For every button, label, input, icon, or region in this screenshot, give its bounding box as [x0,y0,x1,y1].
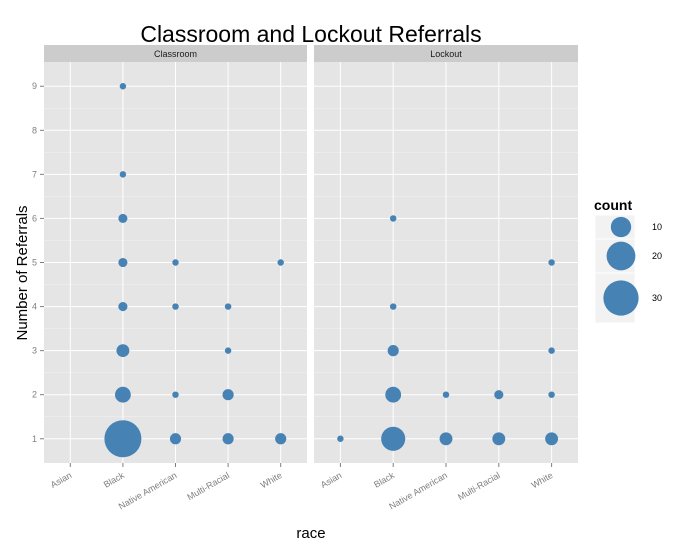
data-point [118,213,128,223]
data-point [118,257,128,268]
x-tick-label: White [259,470,284,490]
legend-title: count [594,197,632,213]
data-point [119,83,127,90]
legend-label: 10 [652,222,662,232]
data-point [492,432,506,446]
data-point [389,303,397,310]
x-tick-label: Black [372,470,396,490]
data-point [116,344,130,358]
x-tick-label: Native American [387,470,449,511]
data-point [224,347,232,354]
chart-title: Classroom and Lockout Referrals [140,21,481,47]
data-point [172,391,179,398]
data-point [222,389,234,401]
facet-strip-label: Classroom [154,49,197,59]
data-point [118,302,128,312]
y-tick-label: 4 [32,302,37,312]
data-point [545,432,559,446]
y-tick-label: 8 [32,125,37,135]
data-point [222,433,234,445]
y-tick-label: 7 [32,169,37,179]
data-point [172,303,179,310]
data-point [172,259,179,266]
size-legend: count 10 20 30 [594,197,662,324]
data-point [277,259,284,266]
legend-point [603,280,639,316]
data-point [275,433,287,445]
y-tick-label: 3 [32,346,37,356]
data-point [169,433,182,445]
x-tick-label: Native American [117,470,179,511]
data-point [548,347,555,354]
data-point [385,386,402,403]
data-point [119,171,127,178]
data-point [337,435,344,442]
y-tick-label: 5 [32,258,37,268]
x-tick-label: Multi-Racial [185,470,231,502]
y-tick-label: 2 [32,390,37,400]
data-point [381,426,406,451]
facet-strip-label: Lockout [430,49,462,59]
y-tick-label: 9 [32,81,37,91]
x-tick-label: White [530,470,555,490]
x-tick-label: Asian [319,470,343,490]
x-tick-label: Asian [49,470,73,490]
x-tick-label: Black [102,470,126,490]
legend-point [606,241,636,271]
facet-strip [44,45,307,62]
data-point [389,215,397,222]
legend-point [610,216,632,238]
y-tick-label: 1 [32,434,37,444]
data-point [548,391,555,398]
data-point [224,303,232,310]
x-tick-label: Multi-Racial [456,470,502,502]
legend-label: 30 [652,293,662,303]
data-point [115,386,131,403]
data-point [387,345,399,357]
legend-label: 20 [652,251,662,261]
x-axis-title: race [296,525,325,542]
y-axis-title: Number of Referrals [14,205,31,340]
data-point [104,420,142,458]
data-point [442,391,450,398]
data-point [548,259,555,266]
data-point [494,390,504,400]
data-point [439,432,453,446]
facet-strip [314,45,578,62]
y-tick-label: 6 [32,213,37,223]
